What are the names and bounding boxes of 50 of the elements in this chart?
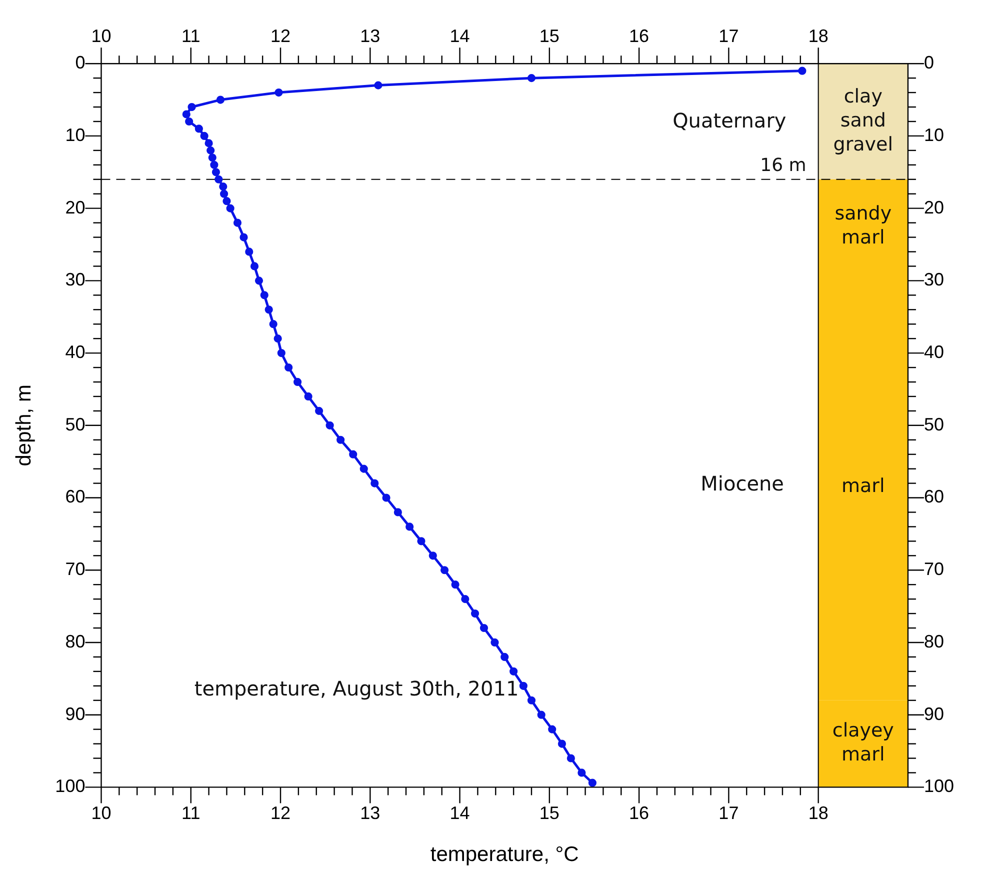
x2-tick-label: 13 [360,26,380,46]
y-tick-label: 0 [75,52,86,73]
annotation: Quaternary [672,108,786,132]
annotation: Miocene [700,472,784,496]
x-tick-label: 12 [270,802,291,823]
x-tick-label: 14 [450,802,470,823]
y2-tick-label: 20 [924,197,944,218]
y-tick-label: 10 [65,124,86,145]
y-axis-title: depth, m [12,384,36,466]
x2-tick-label: 18 [808,26,828,46]
y2-tick-label: 30 [924,270,944,290]
x2-tick-label: 17 [718,26,739,46]
band-label: sandy marl [834,202,892,248]
y-tick-label: 30 [65,270,86,290]
y2-tick-label: 90 [924,704,944,724]
x-tick-label: 13 [360,802,380,823]
y2-tick-label: 0 [924,52,934,73]
y2-tick-label: 50 [924,414,944,434]
y-tick-label: 60 [65,486,86,507]
y-tick-label: 50 [65,414,86,434]
x2-tick-label: 16 [629,26,650,46]
x2-tick-label: 11 [182,26,200,46]
y-tick-label: 100 [55,776,86,796]
band-label: marl [842,474,885,497]
y2-tick-label: 70 [924,559,944,580]
x-tick-label: 15 [539,802,560,823]
ref-line-label: 16 m [760,155,806,176]
y2-tick-label: 10 [924,124,944,145]
y-tick-label: 40 [65,342,86,362]
y-tick-label: 70 [65,559,86,580]
x-tick-label: 18 [808,802,828,823]
y2-tick-label: 60 [924,486,944,507]
band-label: clay sand gravel [833,85,894,156]
x2-tick-label: 12 [270,26,291,46]
x-tick-label: 11 [182,802,200,823]
y2-tick-label: 40 [924,342,944,362]
y-tick-label: 20 [65,197,86,218]
annotation: temperature, August 30th, 2011 [194,676,519,700]
x2-tick-label: 15 [539,26,560,46]
x2-tick-label: 10 [91,26,112,46]
y2-tick-label: 100 [924,776,954,796]
x-tick-label: 10 [91,802,112,823]
band-label: clayey marl [832,720,894,766]
x-tick-label: 17 [718,802,739,823]
x-tick-label: 16 [629,802,650,823]
x-axis-title: temperature, °C [430,843,579,866]
y-tick-label: 90 [65,704,86,724]
y2-tick-label: 80 [924,631,944,652]
y-tick-label: 80 [65,631,86,652]
x2-tick-label: 14 [450,26,470,46]
